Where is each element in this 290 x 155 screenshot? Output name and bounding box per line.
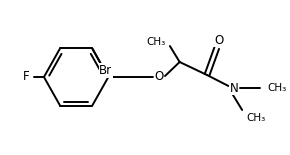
Text: N: N bbox=[230, 82, 239, 95]
Text: CH₃: CH₃ bbox=[268, 83, 287, 93]
Text: F: F bbox=[23, 71, 30, 84]
Text: O: O bbox=[155, 71, 164, 84]
Text: CH₃: CH₃ bbox=[147, 37, 166, 47]
Text: O: O bbox=[214, 33, 223, 46]
Text: CH₃: CH₃ bbox=[246, 113, 265, 123]
Text: Br: Br bbox=[99, 64, 113, 77]
